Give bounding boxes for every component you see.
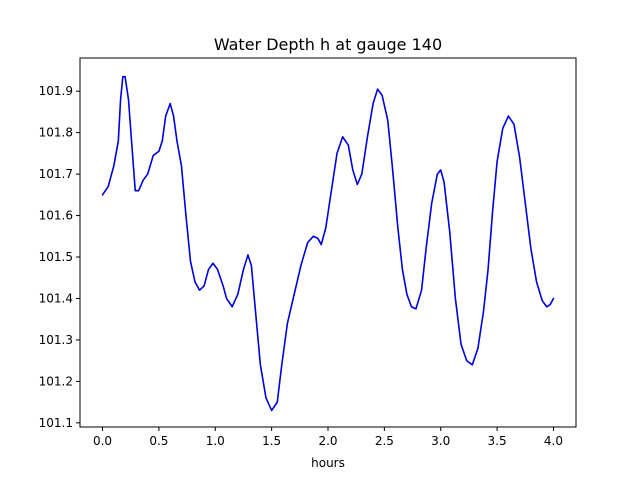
y-tick-label: 101.5 [39, 250, 73, 264]
x-tick-label: 0.5 [149, 434, 168, 448]
x-tick-label: 3.0 [431, 434, 450, 448]
x-tick-label: 1.5 [262, 434, 281, 448]
plot-area [79, 57, 577, 428]
x-axis-label: hours [311, 456, 345, 470]
y-tick-label: 101.9 [39, 84, 73, 98]
y-tick-label: 101.2 [39, 374, 73, 388]
x-tick-label: 1.0 [206, 434, 225, 448]
plot-frame [79, 57, 577, 428]
series-line-0 [101, 75, 555, 412]
x-tick-label: 2.0 [318, 434, 337, 448]
y-tick-label: 101.6 [39, 209, 73, 223]
y-tick-label: 101.8 [39, 126, 73, 140]
y-tick-label: 101.7 [39, 167, 73, 181]
y-tick-label: 101.4 [39, 291, 73, 305]
x-tick-label: 3.5 [488, 434, 507, 448]
chart-title: Water Depth h at gauge 140 [214, 35, 442, 54]
x-tick-label: 0.0 [93, 434, 112, 448]
x-tick-label: 4.0 [544, 434, 563, 448]
y-axis: 101.1 101.2 101.3 101.4 101.5 101.6 101.7 101.8… [39, 84, 80, 430]
y-tick-label: 101.3 [39, 333, 73, 347]
y-tick-label: 101.1 [39, 416, 73, 430]
x-tick-label: 2.5 [375, 434, 394, 448]
x-axis: 0.0 0.5 1.0 1.5 2.0 2.5 3.0 3.5 4.0 [93, 427, 563, 448]
